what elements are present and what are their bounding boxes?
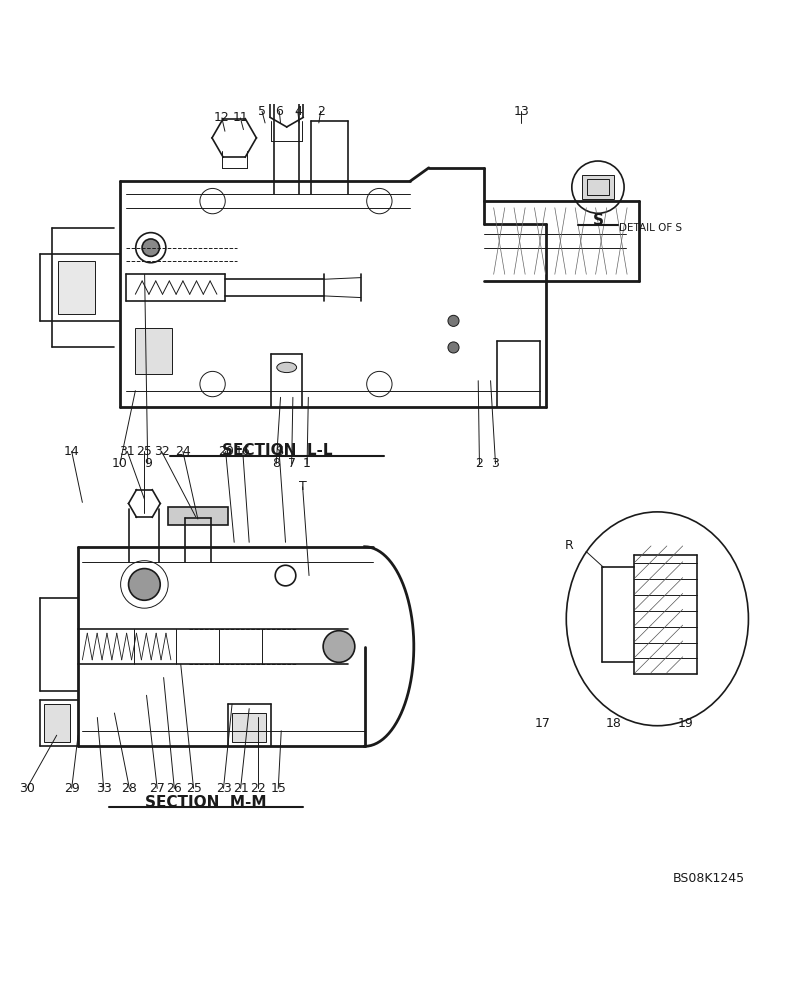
Text: 20: 20	[218, 445, 234, 458]
Bar	[44, 704, 70, 742]
Text: 17: 17	[535, 717, 550, 730]
Ellipse shape	[277, 362, 296, 373]
Bar	[587, 179, 609, 195]
Text: S: S	[275, 445, 283, 458]
Text: SECTION  M-M: SECTION M-M	[145, 795, 267, 810]
Text: 9: 9	[144, 457, 151, 470]
Text: 2: 2	[317, 105, 325, 118]
Text: BS08K1245: BS08K1245	[672, 872, 744, 885]
Bar	[135, 328, 173, 374]
Text: 29: 29	[64, 782, 79, 795]
Text: 22: 22	[249, 782, 265, 795]
Text: R: R	[564, 539, 573, 552]
Circle shape	[448, 315, 459, 326]
Text: 11: 11	[233, 111, 248, 124]
Text: 27: 27	[149, 782, 166, 795]
Text: 4: 4	[294, 105, 302, 118]
Text: 7: 7	[287, 457, 295, 470]
Text: T: T	[299, 480, 307, 493]
Text: 5: 5	[258, 105, 266, 118]
Text: 15: 15	[270, 782, 286, 795]
Text: 31: 31	[120, 445, 135, 458]
Text: 23: 23	[215, 782, 231, 795]
Text: SECTION  L-L: SECTION L-L	[222, 443, 333, 458]
Text: 19: 19	[677, 717, 693, 730]
Text: 16: 16	[235, 445, 250, 458]
Text: 24: 24	[175, 445, 191, 458]
Text: 32: 32	[154, 445, 169, 458]
Text: 26: 26	[166, 782, 182, 795]
Circle shape	[142, 239, 159, 256]
Text: 1: 1	[303, 457, 311, 470]
Text: 2: 2	[475, 457, 483, 470]
Text: DETAIL OF S: DETAIL OF S	[619, 223, 683, 233]
Text: 3: 3	[492, 457, 500, 470]
Bar	[232, 713, 266, 742]
Text: 25: 25	[136, 445, 152, 458]
Text: 21: 21	[233, 782, 249, 795]
Bar	[582, 175, 614, 199]
Circle shape	[128, 569, 160, 600]
Text: 10: 10	[112, 457, 128, 470]
Text: 28: 28	[121, 782, 137, 795]
Text: 6: 6	[276, 105, 284, 118]
Bar	[168, 507, 228, 525]
Bar	[58, 261, 95, 314]
Text: 18: 18	[606, 717, 622, 730]
Text: S: S	[592, 213, 604, 228]
Text: 12: 12	[214, 111, 230, 124]
Text: 25: 25	[185, 782, 201, 795]
Text: 13: 13	[513, 105, 529, 118]
Text: 33: 33	[96, 782, 112, 795]
Text: 8: 8	[272, 457, 280, 470]
Circle shape	[323, 631, 355, 662]
Circle shape	[448, 342, 459, 353]
Text: 30: 30	[19, 782, 35, 795]
Text: 14: 14	[64, 445, 79, 458]
